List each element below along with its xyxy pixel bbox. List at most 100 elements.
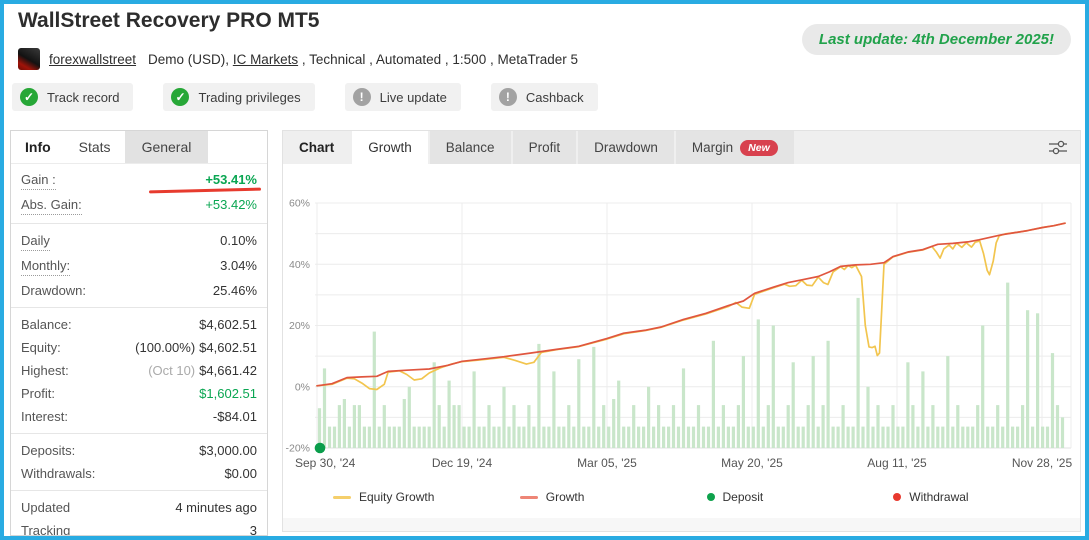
chart-tabs: Chart Growth Balance Profit Drawdown Margin Ne… <box>283 131 1080 164</box>
chart-tab-label: Profit <box>528 140 561 155</box>
account-avatar <box>18 48 40 70</box>
svg-text:May 20, '25: May 20, '25 <box>721 456 783 470</box>
verification-badges: ✓ Track record ✓ Trading privileges! Live up… <box>12 83 598 111</box>
stat-label: Deposits: <box>21 443 76 458</box>
stat-row-gain: Gain : +53.41% <box>11 168 267 194</box>
page-title: WallStreet Recovery PRO MT5 <box>18 9 320 32</box>
stat-row-tracking: Tracking 3 <box>11 519 267 536</box>
chart-tab-margin[interactable]: Margin New <box>675 131 794 164</box>
legend-item-equity-growth[interactable]: Equity Growth <box>333 490 520 504</box>
broker-link[interactable]: IC Markets <box>232 51 299 67</box>
legend-label: Growth <box>545 490 585 504</box>
tab-general[interactable]: General <box>124 131 209 163</box>
chart-tab-label: Chart <box>299 140 335 155</box>
stat-label: Equity: <box>21 340 61 355</box>
chart-tab-profit[interactable]: Profit <box>512 131 577 164</box>
stat-value: $4,661.42 <box>199 363 257 378</box>
stat-label: Daily <box>21 232 50 251</box>
group-divider <box>11 223 267 224</box>
svg-text:Dec 19, '24: Dec 19, '24 <box>432 456 493 470</box>
stat-row-interest: Interest: -$84.01 <box>11 405 267 428</box>
tab-info[interactable]: Info <box>25 139 51 155</box>
chart-tab-label: Growth <box>368 140 412 155</box>
stat-valuewrap: $0.00 <box>224 465 257 482</box>
group-divider <box>11 490 267 491</box>
legend-item-withdrawal[interactable]: Withdrawal <box>893 490 1080 504</box>
stat-row-profit: Profit: $1,602.51 <box>11 382 267 405</box>
stat-value: $4,602.51 <box>199 317 257 332</box>
stat-row-highest: Highest: (Oct 10) $4,661.42 <box>11 359 267 382</box>
badge-label: Live update <box>379 89 447 105</box>
stat-valuewrap: 0.10% <box>220 232 257 249</box>
tab-stats[interactable]: Stats <box>78 139 111 155</box>
badge-label: Track record <box>47 89 120 105</box>
chart-tab-label: Balance <box>445 140 495 155</box>
stat-value-prefix: (Oct 10) <box>148 363 196 378</box>
stat-value: 25.46% <box>212 283 257 298</box>
new-badge: New <box>740 139 778 156</box>
line-swatch <box>519 495 538 499</box>
stat-valuewrap: $4,602.51 <box>199 316 257 333</box>
stat-row-daily: Daily 0.10% <box>11 229 267 254</box>
stat-valuewrap: $3,000.00 <box>199 442 257 459</box>
legend-label: Deposit <box>722 490 764 504</box>
legend-label: Equity Growth <box>359 490 435 504</box>
svg-text:-20%: -20% <box>285 443 310 455</box>
account-info-line: forexwallstreet Demo (USD), IC Markets ,… <box>18 48 578 70</box>
chart-tab-chart[interactable]: Chart <box>283 131 350 164</box>
badge-trading-privileges: ✓ Trading privileges <box>163 83 315 111</box>
stat-row-deposits: Deposits: $3,000.00 <box>11 439 267 462</box>
badge-cashback: ! Cashback <box>490 83 598 111</box>
dot-swatch <box>706 493 715 501</box>
legend-item-growth[interactable]: Growth <box>519 490 707 504</box>
chart-settings-icon[interactable] <box>1048 138 1068 162</box>
stat-valuewrap: 25.46% <box>213 282 257 299</box>
stat-label: Drawdown: <box>21 283 87 298</box>
badge-live-update: ! Live update <box>344 83 461 111</box>
check-circle-icon: ✓ <box>171 88 190 106</box>
stat-label: Withdrawals: <box>21 466 96 481</box>
stat-row-monthly: Monthly: 3.04% <box>11 254 267 279</box>
stat-value: +53.42% <box>205 197 257 212</box>
stat-value: 4 minutes ago <box>175 500 257 515</box>
line-swatch <box>333 495 351 499</box>
last-update-badge: Last update: 4th December 2025! <box>801 24 1071 55</box>
exclamation-circle-icon: ! <box>498 88 517 106</box>
badge-label: Trading privileges <box>198 89 301 105</box>
badge-track-record: ✓ Track record <box>12 83 134 111</box>
stat-row-updated: Updated 4 minutes ago <box>11 496 267 519</box>
exclamation-circle-icon: ! <box>352 88 371 106</box>
chart-legend: Equity Growth Growth Deposit Withdrawal <box>283 484 1080 504</box>
account-owner-link[interactable]: forexwallstreet <box>49 51 137 67</box>
stat-value: $3,000.00 <box>199 443 257 458</box>
chart-tab-drawdown[interactable]: Drawdown <box>578 131 674 164</box>
stat-valuewrap: +53.42% <box>205 196 257 213</box>
legend-item-deposit[interactable]: Deposit <box>706 490 894 504</box>
stats-rows: Gain : +53.41% Abs. Gain: +53.42% Daily 0.10%… <box>11 164 267 536</box>
stat-label: Highest: <box>21 363 69 378</box>
stat-label: Interest: <box>21 409 68 424</box>
stat-valuewrap: $1,602.51 <box>199 385 257 402</box>
stat-row-equity: Equity: (100.00%) $4,602.51 <box>11 336 267 359</box>
chart-panel: Chart Growth Balance Profit Drawdown Margin Ne… <box>282 130 1081 532</box>
stat-value: +53.41% <box>205 172 257 187</box>
account-type: Demo (USD), <box>148 51 233 67</box>
svg-text:40%: 40% <box>289 259 310 271</box>
group-divider <box>11 433 267 434</box>
stat-valuewrap: +53.41% <box>205 171 257 188</box>
stat-value-prefix: (100.00%) <box>135 340 196 355</box>
stat-label: Balance: <box>21 317 72 332</box>
svg-text:20%: 20% <box>289 320 310 332</box>
stat-label: Gain : <box>21 171 56 190</box>
svg-text:Mar 05, '25: Mar 05, '25 <box>577 456 637 470</box>
stat-label: Tracking <box>21 523 71 536</box>
stat-valuewrap: 3.04% <box>220 257 257 274</box>
chart-tab-balance[interactable]: Balance <box>429 131 511 164</box>
stat-row-balance: Balance: $4,602.51 <box>11 313 267 336</box>
stats-sidebar: Info Stats General Gain : +53.41% Abs. Gain:… <box>10 130 268 536</box>
chart-tab-growth[interactable]: Growth <box>352 131 428 164</box>
dot-swatch <box>893 493 902 501</box>
chart-tab-label: Margin <box>691 140 734 155</box>
stat-value: 0.10% <box>220 233 257 248</box>
